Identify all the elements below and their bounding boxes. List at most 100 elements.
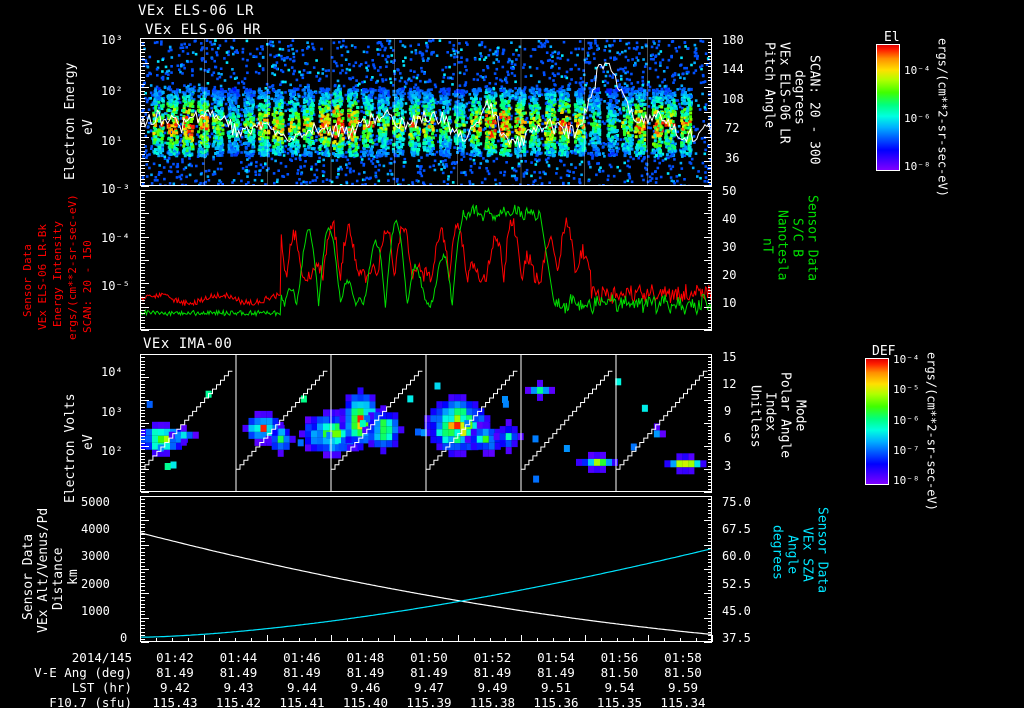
axis-tick	[708, 147, 712, 148]
axis-tick	[141, 527, 145, 528]
axis-tick	[708, 66, 712, 67]
axis-tick	[708, 207, 712, 208]
axis-tick	[141, 273, 145, 274]
axis-tick	[141, 476, 145, 477]
axis-tick	[141, 614, 145, 615]
axis-tick	[141, 562, 145, 563]
axis-tick	[235, 638, 236, 642]
axis-tick	[708, 270, 712, 271]
axis-tick	[617, 638, 618, 642]
axis-tick	[704, 112, 712, 113]
panel3-plot-area[interactable]	[140, 354, 712, 492]
axis-tick	[141, 165, 145, 166]
table-cell-r1-c8: 81.50	[664, 665, 702, 680]
axis-tick	[708, 387, 712, 388]
axis-tick	[708, 168, 712, 169]
axis-tick	[426, 638, 427, 642]
axis-tick	[141, 59, 145, 60]
axis-tick	[141, 572, 145, 573]
axis-tick	[708, 384, 712, 385]
axis-tick	[708, 531, 712, 532]
axis-tick	[708, 559, 712, 560]
axis-tick	[708, 403, 712, 404]
axis-tick	[141, 384, 145, 385]
axis-tick	[141, 267, 145, 268]
panel3-ytick-100: 10²	[101, 444, 123, 458]
axis-tick	[708, 91, 712, 92]
axis-tick	[141, 91, 145, 92]
panel4-plot-area[interactable]	[140, 496, 712, 642]
axis-tick	[141, 410, 145, 411]
table-cell-r0-c2: 01:46	[283, 650, 321, 665]
axis-tick	[708, 390, 712, 391]
axis-tick	[141, 618, 149, 619]
panel4-rtick-75: 75.0	[722, 495, 751, 509]
table-cell-r2-c0: 9.42	[159, 680, 191, 695]
panel3-cbar-tick-5: 10⁻⁸	[893, 474, 920, 487]
axis-tick	[708, 250, 712, 251]
axis-tick	[708, 479, 712, 480]
axis-tick	[141, 154, 145, 155]
panel3-spectrogram-canvas	[141, 355, 708, 491]
axis-tick	[708, 182, 712, 183]
panel1-plot-area[interactable]	[140, 38, 712, 186]
axis-tick	[267, 635, 268, 642]
table-cell-r1-c1: 81.49	[219, 665, 258, 680]
axis-tick	[141, 263, 145, 264]
panel3-right-title-l4: Unitless	[747, 385, 763, 448]
axis-tick	[141, 257, 145, 258]
axis-tick	[141, 87, 149, 88]
axis-tick	[141, 303, 145, 304]
table-cell-r3-c5: 115.38	[469, 695, 516, 708]
axis-tick	[141, 290, 145, 291]
axis-tick	[141, 213, 149, 214]
axis-tick	[141, 472, 145, 473]
axis-tick	[141, 116, 145, 117]
axis-tick	[141, 390, 145, 391]
axis-tick	[141, 534, 145, 535]
panel3-rtick-12: 12	[722, 377, 737, 391]
axis-tick	[708, 300, 712, 301]
panel2-ytick-1: 10⁻³	[101, 182, 130, 196]
axis-tick	[141, 423, 149, 424]
axis-tick	[708, 126, 712, 127]
axis-tick	[704, 377, 712, 378]
axis-tick	[141, 243, 145, 244]
axis-tick	[708, 420, 712, 421]
axis-tick	[708, 517, 712, 518]
axis-tick	[708, 313, 712, 314]
panel2-plot-area[interactable]	[140, 190, 712, 330]
panel1-cbar-tick-3: 10⁻⁸	[904, 160, 931, 173]
axis-tick	[141, 506, 145, 507]
axis-tick	[378, 638, 379, 642]
axis-tick	[708, 193, 712, 194]
axis-tick	[704, 469, 712, 470]
axis-tick	[708, 80, 712, 81]
axis-tick	[708, 293, 712, 294]
panel2-rtick-10: 10	[722, 296, 737, 310]
axis-tick	[141, 112, 149, 113]
axis-tick	[141, 233, 145, 234]
axis-tick	[708, 583, 712, 584]
axis-tick	[219, 638, 220, 642]
axis-tick	[141, 105, 145, 106]
axis-tick	[708, 253, 712, 254]
panel3-ytick-10000: 10⁴	[101, 365, 123, 379]
axis-tick	[708, 42, 712, 43]
axis-tick	[141, 144, 145, 145]
axis-tick	[141, 520, 149, 521]
panel3-colorbar-title: DEF	[872, 344, 896, 359]
panel3-cbar-tick-1: 10⁻⁴	[893, 353, 920, 366]
panel1-right-axis-l2: VEx ELS-06 LR	[776, 42, 792, 144]
panel4-rtick-67: 67.5	[722, 522, 751, 536]
panel2-rtick-50: 50	[722, 184, 737, 198]
axis-tick	[141, 56, 145, 57]
axis-tick	[708, 436, 712, 437]
table-cell-r3-c6: 115.36	[533, 695, 579, 708]
axis-tick	[141, 436, 145, 437]
panel1-cbar-tick-1: 10⁻⁴	[904, 64, 931, 77]
axis-tick	[141, 387, 145, 388]
table-cell-r0-c5: 01:52	[473, 650, 512, 665]
panel3-right-title-l3: Index	[762, 392, 778, 432]
axis-tick	[141, 168, 145, 169]
